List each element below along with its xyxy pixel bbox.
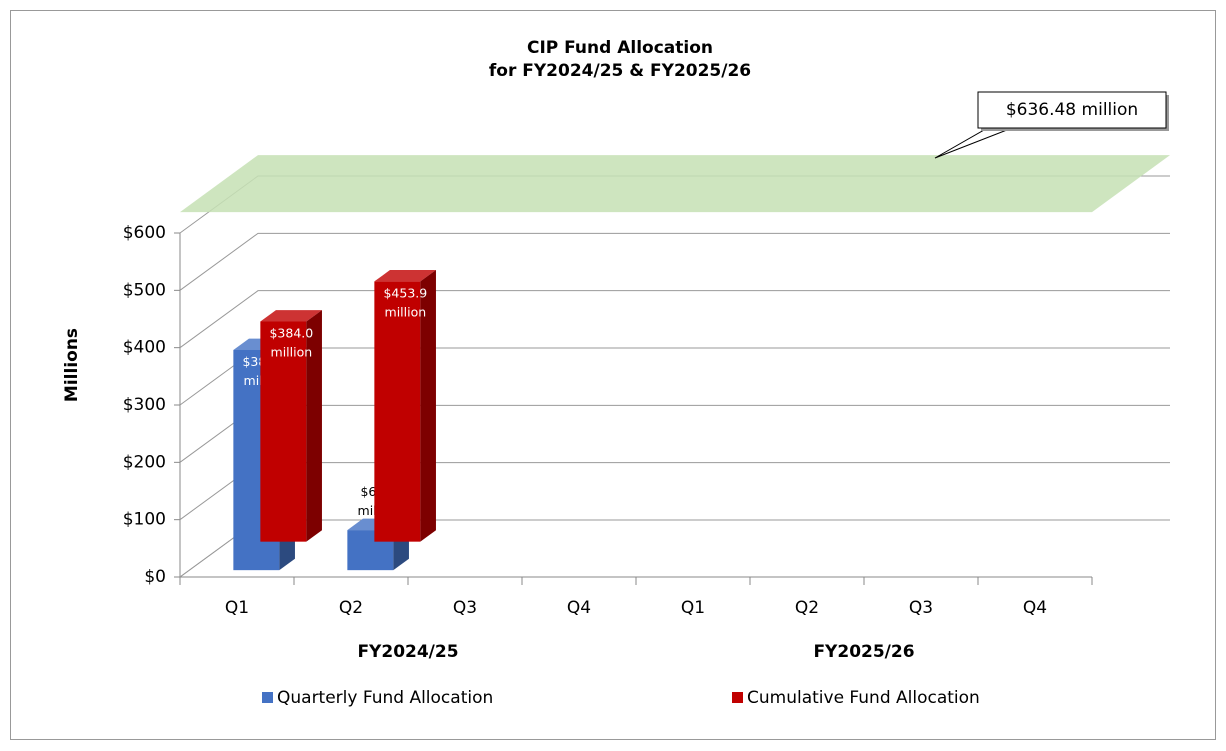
x-tick-label: Q2 xyxy=(339,598,363,618)
grid-line xyxy=(179,232,1170,291)
chart-title: CIP Fund Allocation xyxy=(527,38,713,58)
callout-label: $636.48 million xyxy=(1006,100,1138,120)
x-tick-label: Q1 xyxy=(225,598,249,618)
bar-top xyxy=(374,270,436,282)
y-tick-label: $400 xyxy=(123,338,166,358)
value-label: $453.9 million xyxy=(383,285,427,319)
bar xyxy=(260,310,322,542)
chart-frame xyxy=(10,10,1216,740)
legend-label: Quarterly Fund Allocation xyxy=(277,688,493,708)
y-tick-label: $500 xyxy=(123,280,166,300)
y-tick-label: $600 xyxy=(123,223,166,243)
y-tick-label: $100 xyxy=(123,510,166,530)
callout-box xyxy=(977,91,1167,129)
x-tick-label: Q3 xyxy=(453,598,477,618)
x-tick-label: Q4 xyxy=(567,598,591,618)
bar-front xyxy=(260,321,307,542)
y-tick-label: $300 xyxy=(123,395,166,415)
bar-top xyxy=(260,310,322,322)
legend-swatch xyxy=(262,692,273,703)
bar xyxy=(374,270,436,542)
y-tick-label: $0 xyxy=(144,567,166,587)
x-tick-label: Q1 xyxy=(681,598,705,618)
bar-side xyxy=(306,310,322,542)
target-plane xyxy=(180,155,1170,213)
bar-side xyxy=(420,270,436,542)
group-label: FY2025/26 xyxy=(813,642,914,662)
y-axis-label: Millions xyxy=(62,328,82,402)
x-tick-label: Q4 xyxy=(1023,598,1047,618)
grid-line xyxy=(179,290,1170,349)
chart-subtitle: for FY2024/25 & FY2025/26 xyxy=(489,61,751,81)
y-tick-label: $200 xyxy=(123,452,166,472)
bar-front xyxy=(374,281,421,542)
legend-label: Cumulative Fund Allocation xyxy=(747,688,980,708)
group-label: FY2024/25 xyxy=(357,642,458,662)
x-tick-label: Q3 xyxy=(909,598,933,618)
legend-swatch xyxy=(732,692,743,703)
x-tick-label: Q2 xyxy=(795,598,819,618)
